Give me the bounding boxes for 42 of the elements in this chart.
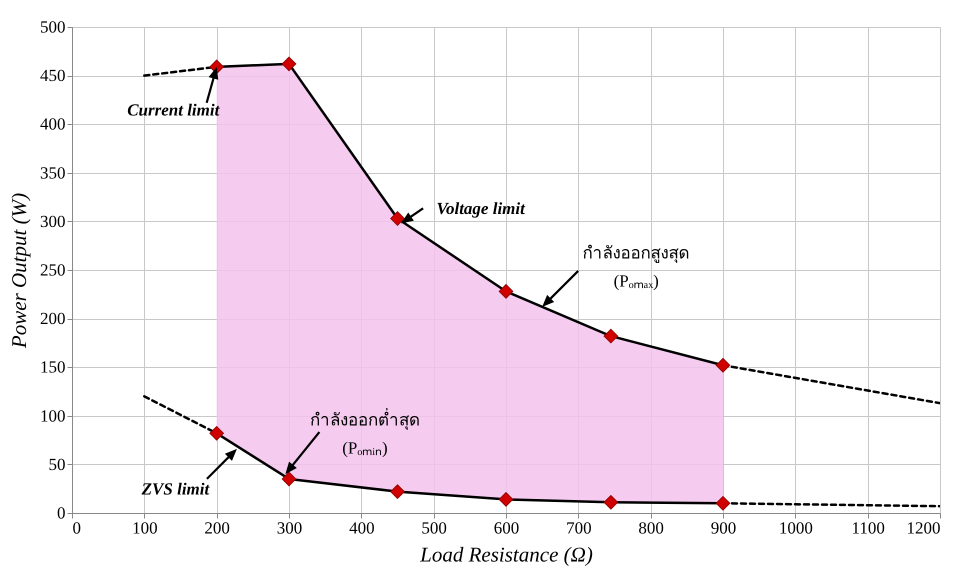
- y-tick-label: 400: [40, 114, 66, 134]
- point: [390, 211, 405, 226]
- annotation: ZVS limit: [140, 480, 210, 499]
- point: [604, 495, 618, 510]
- point: [604, 328, 618, 344]
- annotation: กำลังออกต่ำสุด (Pₒₘᵢₙ): [310, 408, 420, 458]
- point: [716, 496, 730, 511]
- y-tick-label: 200: [40, 309, 66, 328]
- x-tick-label: 600: [494, 518, 520, 538]
- y-tick-label: 150: [40, 358, 66, 377]
- y-tick-label: 350: [40, 163, 66, 182]
- x-tick-label: 700: [566, 518, 592, 538]
- y-tick-label: 450: [40, 66, 66, 86]
- x-tick-label: 500: [421, 518, 447, 538]
- x-tick-label: 300: [276, 518, 302, 538]
- point: [282, 472, 296, 486]
- x-axis-title: Load Resistance (Ω): [419, 542, 593, 566]
- point: [498, 284, 514, 299]
- x-tick-label: 400: [349, 518, 375, 538]
- annotation: กำลังออกสูงสุด (Pₒₘₐₓ): [582, 243, 690, 290]
- x-tick-label: 1200: [906, 518, 940, 538]
- annotation: Voltage limit: [436, 198, 526, 218]
- point: [282, 56, 296, 72]
- x-tick-label: 100: [132, 518, 158, 538]
- x-tick-label: 1100: [851, 518, 885, 538]
- x-tick-label: 1000: [778, 518, 813, 538]
- y-tick-label: 0: [57, 504, 66, 522]
- x-tick-label: 900: [710, 518, 736, 538]
- point: [390, 484, 405, 499]
- x-tick-label: 0: [72, 518, 81, 538]
- point: [209, 426, 224, 441]
- y-tick-label: 250: [40, 260, 66, 280]
- y-tick-label: 500: [40, 18, 66, 36]
- point: [498, 492, 514, 507]
- y-tick-label: 50: [48, 454, 66, 474]
- annotation: Current limit: [127, 100, 221, 120]
- x-tick-label: 800: [638, 518, 664, 538]
- y-axis-title: Power Output (W): [7, 192, 31, 350]
- point: [716, 358, 730, 373]
- y-tick-label: 100: [40, 406, 66, 426]
- x-tick-label: 200: [204, 518, 230, 538]
- y-tick-label: 300: [40, 212, 66, 231]
